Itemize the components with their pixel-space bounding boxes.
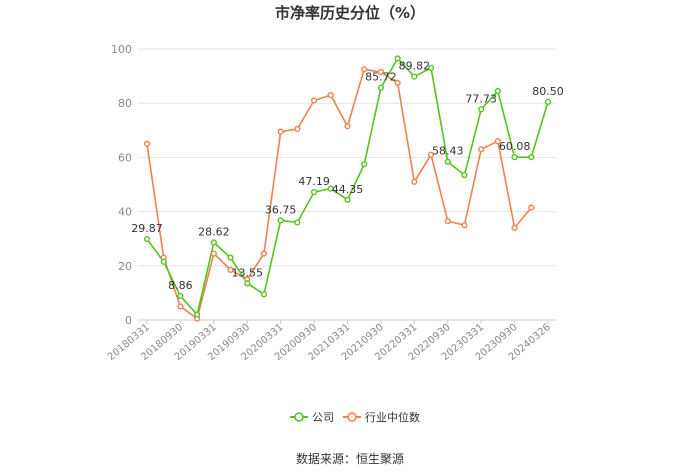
data-point[interactable] bbox=[361, 66, 368, 73]
data-label: 89.82 bbox=[399, 60, 431, 73]
data-point[interactable] bbox=[310, 97, 318, 104]
data-point[interactable] bbox=[528, 154, 535, 161]
data-source: 数据来源：恒生聚源 bbox=[296, 451, 404, 466]
data-point[interactable] bbox=[344, 123, 351, 130]
legend-swatch-marker bbox=[347, 412, 357, 422]
data-point[interactable] bbox=[327, 91, 334, 99]
data-point[interactable] bbox=[494, 87, 501, 95]
data-point[interactable] bbox=[528, 204, 535, 211]
data-point[interactable] bbox=[511, 154, 518, 161]
data-point[interactable] bbox=[377, 84, 385, 91]
data-point[interactable] bbox=[461, 222, 468, 229]
chart-title: 市净率历史分位（%） bbox=[275, 4, 425, 22]
data-point[interactable] bbox=[277, 217, 284, 224]
data-label: 28.62 bbox=[198, 225, 230, 238]
y-axis: 0 20 40 60 80 100 bbox=[111, 43, 132, 327]
legend-label: 行业中位数 bbox=[365, 410, 420, 424]
data-point[interactable] bbox=[227, 266, 234, 273]
data-point[interactable] bbox=[210, 250, 217, 257]
data-point[interactable] bbox=[294, 125, 301, 133]
data-point[interactable] bbox=[394, 79, 401, 86]
data-point[interactable] bbox=[310, 189, 318, 196]
data-label: 13.55 bbox=[232, 266, 264, 279]
data-point[interactable] bbox=[511, 224, 518, 231]
y-tick-label: 20 bbox=[118, 260, 132, 273]
data-point[interactable] bbox=[210, 239, 217, 246]
data-point[interactable] bbox=[260, 291, 268, 298]
data-point[interactable] bbox=[294, 219, 301, 226]
y-tick-label: 100 bbox=[111, 43, 132, 56]
data-label: 58.43 bbox=[432, 145, 464, 158]
data-label: 36.75 bbox=[265, 203, 297, 216]
data-labels: 29.878.8628.6213.5536.7547.1944.3585.728… bbox=[131, 60, 564, 292]
data-point[interactable] bbox=[427, 151, 435, 158]
data-label: 80.50 bbox=[532, 85, 564, 98]
data-point[interactable] bbox=[377, 68, 385, 76]
data-point[interactable] bbox=[260, 250, 268, 257]
data-label: 44.35 bbox=[332, 183, 364, 196]
legend-item-1[interactable]: 行业中位数 bbox=[343, 410, 420, 424]
data-label: 29.87 bbox=[131, 222, 163, 235]
data-label: 8.86 bbox=[168, 279, 193, 292]
data-point[interactable] bbox=[444, 158, 451, 165]
data-label: 77.73 bbox=[465, 92, 497, 105]
data-point[interactable] bbox=[177, 303, 184, 310]
data-label: 60.08 bbox=[499, 140, 531, 153]
legend[interactable]: 公司 行业中位数 bbox=[290, 410, 420, 424]
data-point[interactable] bbox=[244, 280, 251, 287]
data-point[interactable] bbox=[411, 178, 418, 185]
data-point[interactable] bbox=[143, 140, 151, 147]
legend-swatch-marker bbox=[294, 412, 304, 422]
y-tick-label: 60 bbox=[118, 151, 132, 164]
data-point[interactable] bbox=[478, 106, 485, 113]
data-point[interactable] bbox=[160, 258, 167, 265]
data-label: 85.72 bbox=[365, 71, 397, 84]
data-point[interactable] bbox=[344, 196, 351, 203]
data-point[interactable] bbox=[327, 185, 334, 192]
data-point[interactable] bbox=[227, 254, 234, 261]
data-point[interactable] bbox=[444, 217, 451, 225]
data-point[interactable] bbox=[143, 235, 151, 243]
y-tick-label: 40 bbox=[118, 206, 132, 219]
x-axis: 2018033120180930201903312019093020200331… bbox=[106, 319, 556, 363]
data-point[interactable] bbox=[361, 161, 368, 168]
legend-item-0[interactable]: 公司 bbox=[290, 411, 334, 424]
series-line-1 bbox=[146, 68, 532, 320]
data-point[interactable] bbox=[461, 171, 468, 179]
data-point[interactable] bbox=[411, 73, 418, 80]
data-point[interactable] bbox=[277, 128, 284, 135]
data-point[interactable] bbox=[544, 98, 552, 105]
data-point[interactable] bbox=[427, 64, 435, 72]
data-label: 47.19 bbox=[298, 175, 330, 188]
y-tick-label: 80 bbox=[118, 97, 132, 110]
data-point[interactable] bbox=[177, 292, 184, 300]
legend-label: 公司 bbox=[312, 411, 334, 424]
data-point[interactable] bbox=[494, 138, 501, 145]
series-points bbox=[143, 55, 552, 322]
data-point[interactable] bbox=[478, 146, 485, 153]
data-point[interactable] bbox=[394, 55, 401, 62]
data-point[interactable] bbox=[194, 311, 201, 318]
y-tick-label: 0 bbox=[125, 314, 132, 327]
